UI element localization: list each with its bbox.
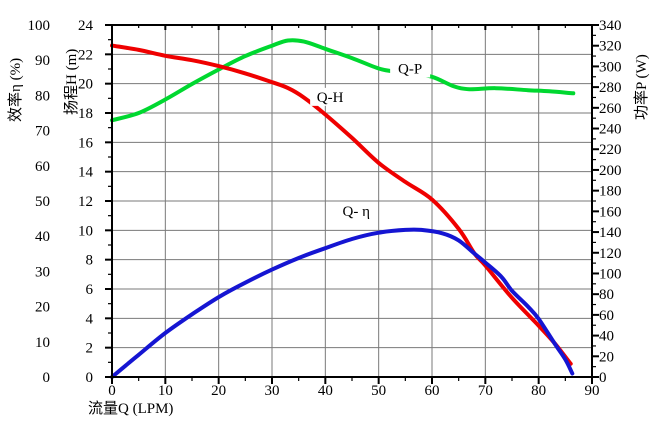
curve-label-bg <box>310 87 351 106</box>
x-tick-label: 90 <box>585 383 600 399</box>
h-tick-label: 8 <box>86 253 94 269</box>
p-tick-label: 120 <box>599 246 622 262</box>
curve-label-bg <box>390 59 431 78</box>
x-tick-label: 0 <box>108 383 116 399</box>
eta-tick-label: 40 <box>35 229 50 245</box>
x-tick-label: 70 <box>478 383 493 399</box>
x-tick-label: 60 <box>425 383 440 399</box>
p-tick-label: 100 <box>599 266 622 282</box>
h-tick-label: 16 <box>78 135 94 151</box>
p-tick-label: 200 <box>599 163 622 179</box>
x-tick-label: 10 <box>158 383 173 399</box>
x-axis-title: 流量Q (LPM) <box>88 400 173 417</box>
curve-q-h <box>110 43 573 366</box>
p-tick-label: 80 <box>599 287 614 303</box>
p-tick-label: 220 <box>599 142 622 158</box>
p-tick-label: 340 <box>599 18 622 34</box>
x-tick-label: 20 <box>211 383 226 399</box>
h-axis-title: 扬程H (m) <box>63 49 80 115</box>
h-tick-label: 18 <box>78 106 93 122</box>
p-tick-label: 260 <box>599 101 622 117</box>
p-tick-label: 40 <box>599 329 614 345</box>
p-tick-label: 180 <box>599 184 622 200</box>
curve-q-p <box>110 38 576 123</box>
curve-label-q-p: Q-P <box>398 61 422 77</box>
p-tick-label: 0 <box>599 370 607 386</box>
h-tick-label: 12 <box>78 194 93 210</box>
curve-label-q-eta: Q- η <box>343 204 371 220</box>
eta-tick-label: 50 <box>35 194 50 210</box>
x-tick-label: 50 <box>371 383 386 399</box>
h-tick-label: 0 <box>86 370 94 386</box>
h-tick-label: 6 <box>86 282 94 298</box>
h-tick-label: 24 <box>78 18 94 34</box>
eta-tick-label: 100 <box>28 18 51 34</box>
eta-tick-label: 90 <box>35 53 50 69</box>
h-tick-label: 10 <box>78 223 93 239</box>
eta-tick-label: 10 <box>35 335 50 351</box>
eta-tick-label: 60 <box>35 159 50 175</box>
curve-label-bg <box>336 201 377 220</box>
eta-tick-label: 30 <box>35 264 50 280</box>
x-tick-label: 30 <box>265 383 280 399</box>
h-tick-label: 4 <box>86 311 94 327</box>
p-tick-label: 60 <box>599 308 614 324</box>
eta-tick-label: 20 <box>35 300 50 316</box>
p-tick-label: 280 <box>599 80 622 96</box>
p-axis-title: 功率P (W) <box>633 54 650 120</box>
eta-tick-label: 70 <box>35 124 50 140</box>
p-tick-label: 320 <box>599 39 622 55</box>
p-tick-label: 140 <box>599 225 622 241</box>
p-tick-label: 160 <box>599 204 622 220</box>
h-tick-label: 20 <box>78 77 93 93</box>
p-tick-label: 300 <box>599 59 622 75</box>
eta-axis-title: 效率η (%) <box>7 58 24 122</box>
curve-q-eta <box>110 227 575 379</box>
x-tick-label: 40 <box>318 383 333 399</box>
eta-tick-label: 0 <box>43 370 51 386</box>
p-tick-label: 240 <box>599 122 622 138</box>
p-tick-label: 20 <box>599 349 614 365</box>
h-tick-label: 2 <box>86 341 94 357</box>
curve-label-q-h: Q-H <box>317 90 344 106</box>
x-tick-label: 80 <box>531 383 546 399</box>
eta-tick-label: 80 <box>35 88 50 104</box>
h-tick-label: 22 <box>78 47 93 63</box>
h-tick-label: 14 <box>78 165 94 181</box>
